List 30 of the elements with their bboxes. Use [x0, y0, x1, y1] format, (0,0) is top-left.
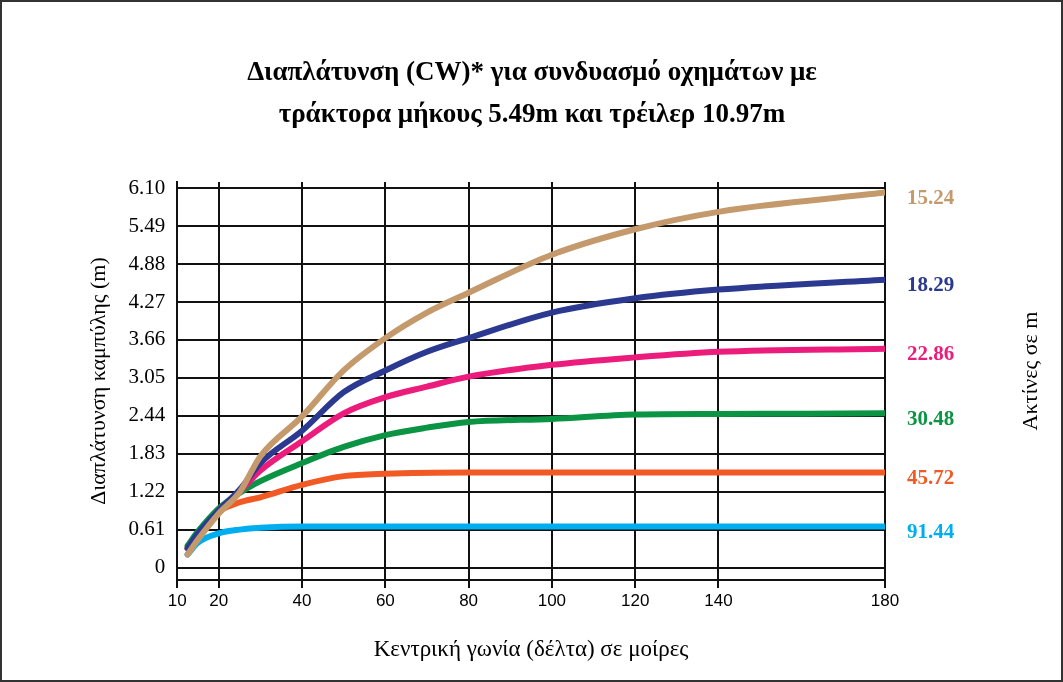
- y-tick-label: 2.44: [128, 402, 166, 427]
- y-tick-label: 3.05: [128, 364, 166, 389]
- x-tick-label: 40: [292, 590, 312, 610]
- x-tick-label: 180: [870, 590, 900, 610]
- series-label: 18.29: [907, 272, 955, 297]
- x-tick-label: 60: [375, 590, 395, 610]
- y-tick-label: 6.10: [128, 174, 166, 199]
- x-tick-label: 20: [209, 590, 229, 610]
- series-label: 30.48: [907, 405, 955, 430]
- x-tick-label: 140: [704, 590, 733, 610]
- x-tick-label: 10: [167, 590, 187, 610]
- series-label: 22.86: [907, 341, 955, 366]
- chart-title: Διαπλάτυνση (CW)* για συνδυασμό οχημάτων με τράκτορα μήκους 5.49m και τρέιλερ 10.97m: [246, 55, 818, 130]
- y-tick-label: 4.27: [128, 288, 166, 313]
- y-tick-label: 3.66: [128, 326, 166, 351]
- y-axis-title: Διαπλάτυνση καμπύλης (m): [84, 257, 110, 505]
- y-tick-label: 1.83: [128, 440, 166, 465]
- x-tick-label: 120: [620, 590, 650, 610]
- legend-title: Ακτίνες σε m: [1016, 311, 1042, 431]
- y-tick-label: 0: [154, 554, 166, 579]
- x-axis-title: Κεντρική γωνία (δέλτα) σε μοίρες: [373, 636, 689, 662]
- y-tick-label: 5.49: [128, 212, 166, 237]
- series-label: 15.24: [907, 184, 955, 209]
- x-tick-label: 80: [459, 590, 479, 610]
- y-tick-label: 0.61: [128, 516, 166, 541]
- series-label: 45.72: [907, 464, 955, 489]
- x-tick-label: 100: [537, 590, 567, 610]
- y-tick-label: 1.22: [128, 478, 166, 503]
- series-label: 91.44: [907, 518, 955, 543]
- y-tick-label: 4.88: [128, 250, 166, 275]
